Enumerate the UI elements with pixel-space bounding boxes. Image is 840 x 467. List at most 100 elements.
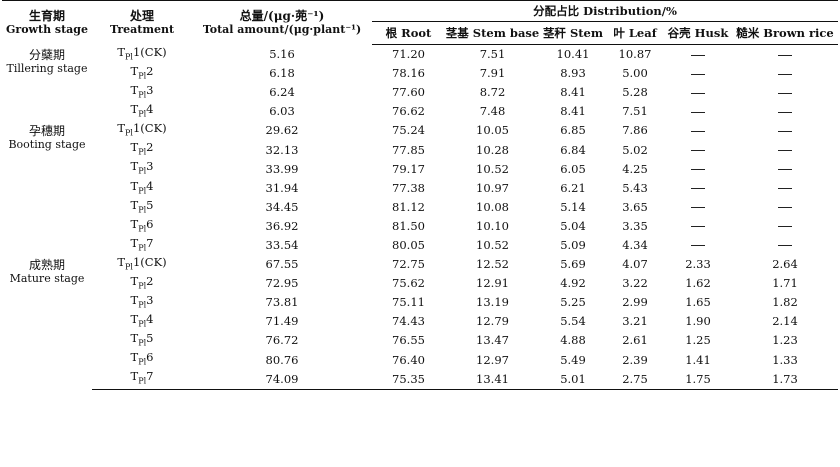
dash-mark xyxy=(778,92,792,94)
brown-rice-cell: 2.14 xyxy=(772,314,798,329)
treatment-letter: T xyxy=(130,312,139,327)
husk-cell: — xyxy=(664,198,732,217)
dash-mark xyxy=(691,207,705,209)
leaf-cell: 7.86 xyxy=(622,123,648,138)
root-cell: 76.40 xyxy=(392,352,425,367)
total-amount-cell: 80.76 xyxy=(265,352,299,367)
table-row: TPl2 32.13 77.85 10.28 6.84 5.02 — — xyxy=(2,140,838,159)
header-treatment: 处理 Treatment xyxy=(92,0,192,45)
stem-cell: 4.88 xyxy=(560,333,586,348)
dash-mark xyxy=(691,73,705,75)
total-amount-cell: 76.72 xyxy=(265,333,299,348)
treatment-letter: T xyxy=(130,64,139,78)
brown-rice-cell: — xyxy=(732,140,838,159)
stem-cell: 10.41 xyxy=(556,47,590,62)
table-row: 成熟期 Mature stage TPl1(CK) 67.55 72.75 12.52 5.… xyxy=(2,255,838,285)
total-amount-cell: 36.92 xyxy=(265,218,299,233)
header-growth-stage-cn: 生育期 xyxy=(28,9,65,24)
treatment-subscript: Pl xyxy=(138,185,147,195)
treatment-label: TPl1(CK) xyxy=(117,255,166,271)
treatment-number: 6 xyxy=(146,350,154,365)
leaf-cell: 2.99 xyxy=(622,295,648,310)
stem-base-cell: 7.48 xyxy=(479,104,506,119)
stage-cell: 孕穗期 Booting stage xyxy=(2,121,92,255)
treatment-number: 7 xyxy=(146,369,154,384)
stem-base-cell: 10.05 xyxy=(476,123,509,138)
dash-text: — xyxy=(792,105,793,106)
treatment-number: 4 xyxy=(146,312,154,327)
dash-mark xyxy=(691,188,705,190)
stem-base-cell: 13.19 xyxy=(476,295,509,310)
treatment-subscript: Pl xyxy=(138,338,147,348)
husk-cell: 1.65 xyxy=(685,295,711,310)
root-cell: 75.24 xyxy=(392,123,425,138)
brown-rice-cell: 1.73 xyxy=(732,369,838,390)
table-row: TPl7 33.54 80.05 10.52 5.09 4.34 — — xyxy=(2,236,838,255)
treatment-subscript: Pl xyxy=(138,376,147,386)
dash-text: — xyxy=(792,86,793,87)
stem-cell: 5.01 xyxy=(540,369,606,390)
table-row: TPl4 71.49 74.43 12.79 5.54 3.21 1.90 2.14 xyxy=(2,312,838,331)
treatment-subscript: Pl xyxy=(138,109,147,119)
total-amount-cell: 32.13 xyxy=(265,142,299,157)
root-cell: 74.43 xyxy=(392,314,425,329)
stem-cell: 6.05 xyxy=(560,161,586,176)
total-amount-cell: 29.62 xyxy=(265,123,299,138)
leaf-cell: 4.25 xyxy=(622,161,648,176)
treatment-number: 6 xyxy=(146,216,154,231)
treatment-number: 1(CK) xyxy=(132,44,167,59)
treatment-label: TPl6 xyxy=(131,350,154,367)
dash-mark xyxy=(778,111,792,113)
header-leaf: 叶 Leaf xyxy=(606,21,664,45)
table-row: 分蘖期 Tillering stage TPl1(CK) 5.16 71.20 7.51 1… xyxy=(2,44,838,75)
table-row: TPl2 6.18 78.16 7.91 8.93 5.00 — — xyxy=(2,64,838,83)
total-amount-cell: 71.49 xyxy=(265,314,299,329)
total-amount-cell: 74.09 xyxy=(192,369,372,390)
total-amount-cell: 73.81 xyxy=(265,295,299,310)
husk-cell: — xyxy=(664,45,732,65)
stem-base-cell: 8.72 xyxy=(479,85,506,100)
table-row: TPl5 34.45 81.12 10.08 5.14 3.65 — — xyxy=(2,198,838,217)
header-brown-rice: 糙米 Brown rice xyxy=(732,21,838,45)
treatment-cell: TPl2 xyxy=(92,140,192,159)
stem-base-cell: 10.97 xyxy=(476,180,509,195)
treatment-cell: TPl2 xyxy=(92,274,192,293)
dash-text: — xyxy=(792,201,793,202)
header-total-amount-cn: 总量/(μg·蔸⁻¹) xyxy=(239,9,325,24)
treatment-subscript: Pl xyxy=(125,51,133,61)
stem-base-cell: 10.52 xyxy=(476,161,509,176)
dash-text: — xyxy=(705,239,706,240)
husk-cell: — xyxy=(664,102,732,121)
treatment-number: 1(CK) xyxy=(132,121,167,136)
root-cell: 78.16 xyxy=(392,66,425,81)
husk-cell: 2.33 xyxy=(685,257,711,272)
leaf-cell: 3.65 xyxy=(622,199,648,214)
brown-rice-cell: — xyxy=(732,198,838,217)
husk-cell: — xyxy=(664,121,732,140)
treatment-letter: T xyxy=(130,293,139,308)
dash-mark xyxy=(778,245,792,247)
root-cell: 77.85 xyxy=(392,142,425,157)
leaf-cell: 4.34 xyxy=(622,237,648,252)
dash-text: — xyxy=(792,239,793,240)
husk-cell: — xyxy=(664,140,732,159)
total-amount-cell: 6.03 xyxy=(269,104,295,119)
table-row: TPl3 6.24 77.60 8.72 8.41 5.28 — — xyxy=(2,83,838,102)
treatment-subscript: Pl xyxy=(138,147,147,157)
treatment-label: TPl1(CK) xyxy=(117,44,167,61)
treatment-cell: TPl3 xyxy=(92,160,192,179)
brown-rice-cell: — xyxy=(732,217,838,236)
stem-base-cell: 10.08 xyxy=(476,199,509,214)
header-distribution: 分配占比 Distribution/% xyxy=(372,0,838,22)
treatment-number: 2 xyxy=(146,140,154,155)
treatment-subscript: Pl xyxy=(125,128,133,138)
total-amount-cell: 6.18 xyxy=(269,66,295,81)
leaf-cell: 3.22 xyxy=(622,276,648,291)
treatment-cell: TPl4 xyxy=(92,179,192,198)
dash-text: — xyxy=(792,220,793,221)
treatment-letter: T xyxy=(130,235,139,250)
treatment-label: TPl1(CK) xyxy=(117,121,167,138)
brown-rice-cell: — xyxy=(732,236,838,255)
leaf-cell: 2.39 xyxy=(622,352,648,367)
